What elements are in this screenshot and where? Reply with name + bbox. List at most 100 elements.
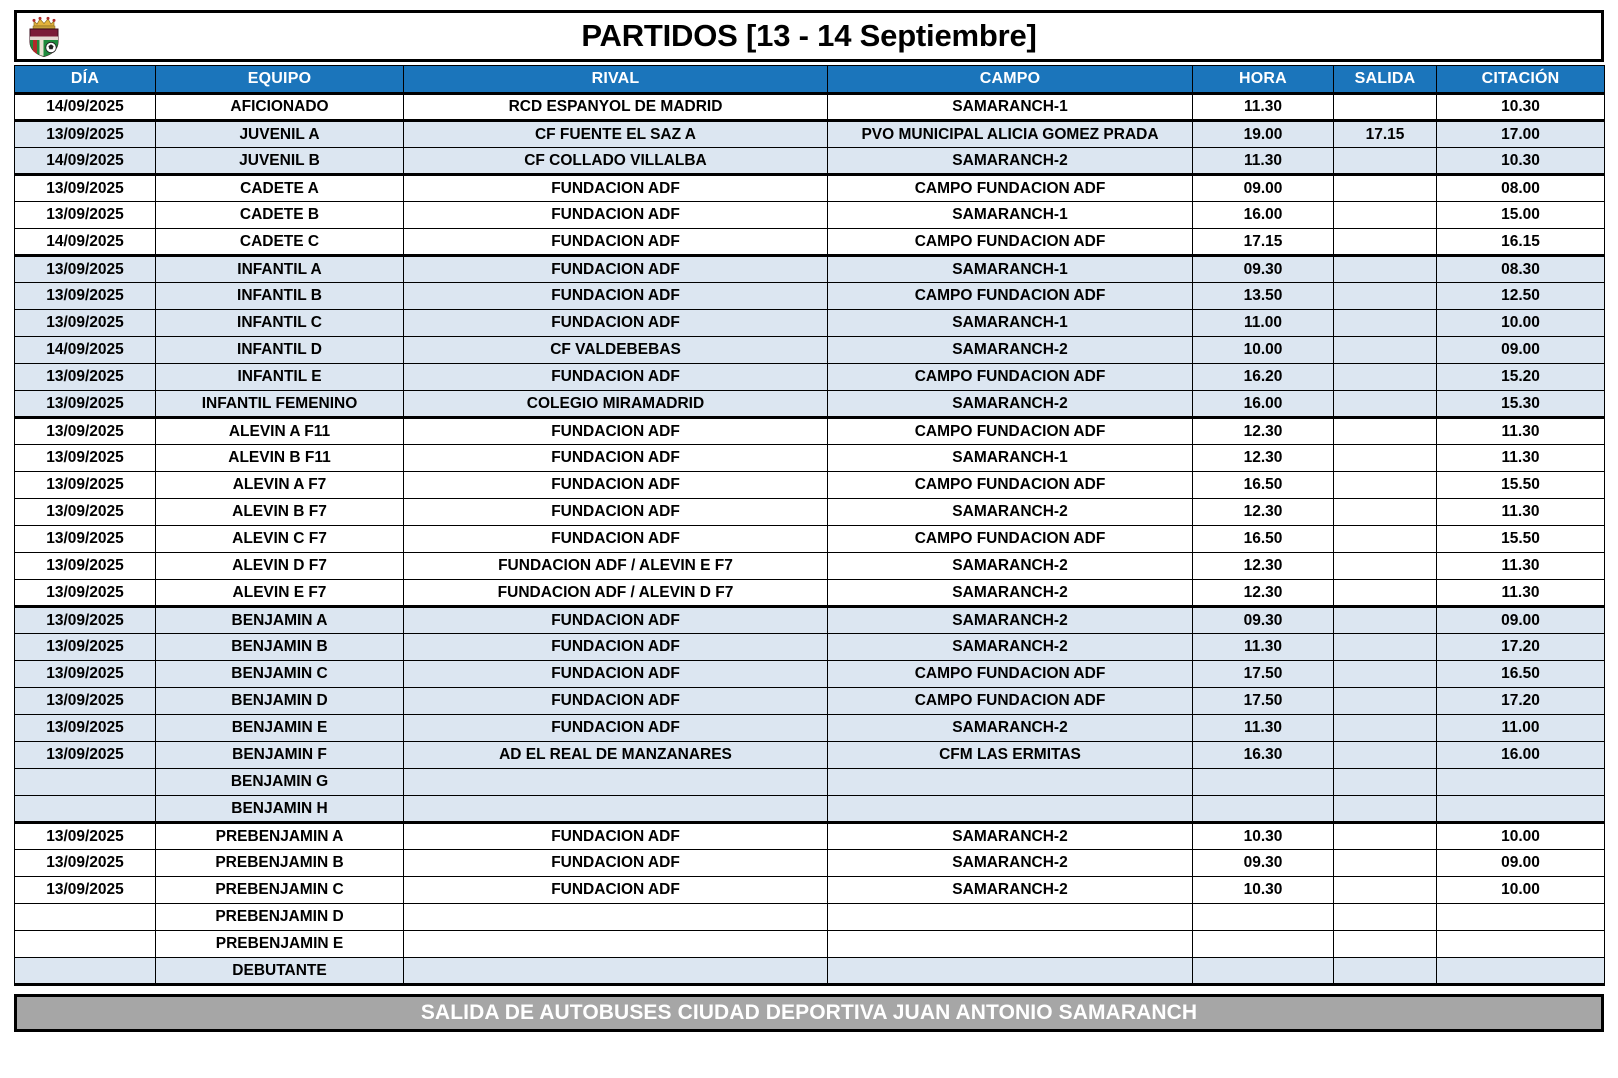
cell-salida [1333,147,1437,175]
cell-salida [1333,795,1437,823]
cell-dia: 14/09/2025 [14,92,156,121]
cell-citacion: 15.30 [1436,390,1605,418]
cell-hora [1192,903,1334,931]
table-row: 13/09/2025 BENJAMIN F AD EL REAL DE MANZAN… [14,741,1605,769]
cell-citacion: 10.30 [1436,147,1605,175]
cell-dia: 13/09/2025 [14,173,156,202]
cell-equipo: BENJAMIN C [155,660,404,688]
cell-campo [827,768,1193,796]
col-header-equipo[interactable]: EQUIPO [155,65,404,94]
table-row: 13/09/2025 ALEVIN C F7 FUNDACION ADF CAMPO … [14,525,1605,553]
cell-equipo: ALEVIN B F7 [155,498,404,526]
cell-rival: FUNDACION ADF [403,309,828,337]
col-header-rival[interactable]: RIVAL [403,65,828,94]
col-header-dia[interactable]: DÍA [14,65,156,94]
cell-rival: FUNDACION ADF / ALEVIN E F7 [403,552,828,580]
table-body: 14/09/2025 AFICIONADO RCD ESPANYOL DE MADR… [14,92,1605,986]
cell-salida [1333,714,1437,742]
table-row: 13/09/2025 ALEVIN A F7 FUNDACION ADF CAMPO … [14,471,1605,499]
cell-equipo: INFANTIL D [155,336,404,364]
cell-hora: 16.00 [1192,390,1334,418]
table-row: 13/09/2025 ALEVIN D F7 FUNDACION ADF / ALE… [14,552,1605,580]
cell-rival: CF FUENTE EL SAZ A [403,119,828,148]
cell-equipo: ALEVIN D F7 [155,552,404,580]
cell-salida [1333,309,1437,337]
cell-salida [1333,92,1437,121]
cell-equipo: BENJAMIN A [155,605,404,634]
cell-hora: 17.50 [1192,687,1334,715]
cell-salida [1333,741,1437,769]
cell-salida [1333,930,1437,958]
table-row: 13/09/2025 INFANTIL E FUNDACION ADF CAMPO F… [14,363,1605,391]
cell-hora: 12.30 [1192,579,1334,607]
col-header-hora[interactable]: HORA [1192,65,1334,94]
col-header-salida[interactable]: SALIDA [1333,65,1437,94]
cell-citacion: 16.15 [1436,228,1605,256]
col-header-citacion[interactable]: CITACIÓN [1436,65,1605,94]
cell-campo: CAMPO FUNDACION ADF [827,416,1193,445]
cell-dia: 13/09/2025 [14,552,156,580]
cell-campo: CFM LAS ERMITAS [827,741,1193,769]
cell-hora: 10.30 [1192,821,1334,850]
cell-rival: FUNDACION ADF [403,201,828,229]
cell-campo: SAMARANCH-1 [827,92,1193,121]
table-row: 13/09/2025 BENJAMIN D FUNDACION ADF CAMPO F… [14,687,1605,715]
cell-dia: 13/09/2025 [14,119,156,148]
cell-hora: 17.50 [1192,660,1334,688]
cell-campo: SAMARANCH-1 [827,309,1193,337]
cell-dia: 14/09/2025 [14,336,156,364]
cell-dia [14,768,156,796]
cell-hora: 12.30 [1192,416,1334,445]
col-header-campo[interactable]: CAMPO [827,65,1193,94]
cell-rival: FUNDACION ADF [403,633,828,661]
table-row: 13/09/2025 BENJAMIN E FUNDACION ADF SAMARAN… [14,714,1605,742]
cell-dia: 13/09/2025 [14,471,156,499]
cell-hora: 16.50 [1192,525,1334,553]
table-row: 14/09/2025 CADETE C FUNDACION ADF CAMPO FUN… [14,228,1605,256]
cell-hora: 12.30 [1192,552,1334,580]
cell-salida [1333,633,1437,661]
cell-hora: 09.30 [1192,254,1334,283]
cell-equipo: ALEVIN B F11 [155,444,404,472]
cell-citacion: 15.50 [1436,471,1605,499]
cell-equipo: JUVENIL B [155,147,404,175]
cell-equipo: INFANTIL FEMENINO [155,390,404,418]
bus-departure-banner: SALIDA DE AUTOBUSES CIUDAD DEPORTIVA JUA… [14,994,1604,1032]
table-row: 13/09/2025 PREBENJAMIN B FUNDACION ADF SAMA… [14,849,1605,877]
cell-salida [1333,228,1437,256]
cell-campo [827,957,1193,986]
cell-salida [1333,579,1437,607]
table-row: 13/09/2025 BENJAMIN A FUNDACION ADF SAMARAN… [14,605,1605,634]
cell-equipo: BENJAMIN D [155,687,404,715]
cell-salida [1333,416,1437,445]
cell-rival: FUNDACION ADF [403,363,828,391]
cell-hora: 16.00 [1192,201,1334,229]
table-row: 13/09/2025 INFANTIL A FUNDACION ADF SAMARAN… [14,254,1605,283]
table-row: 13/09/2025 BENJAMIN C FUNDACION ADF CAMPO F… [14,660,1605,688]
cell-dia: 13/09/2025 [14,254,156,283]
cell-rival: FUNDACION ADF [403,471,828,499]
cell-salida [1333,605,1437,634]
cell-equipo: PREBENJAMIN A [155,821,404,850]
cell-campo: SAMARANCH-2 [827,849,1193,877]
cell-salida [1333,444,1437,472]
cell-citacion [1436,768,1605,796]
cell-citacion: 17.20 [1436,633,1605,661]
cell-citacion [1436,795,1605,823]
cell-campo: SAMARANCH-2 [827,498,1193,526]
cell-equipo: BENJAMIN E [155,714,404,742]
cell-citacion: 11.30 [1436,552,1605,580]
cell-rival [403,957,828,986]
cell-citacion: 11.30 [1436,444,1605,472]
cell-rival: CF COLLADO VILLALBA [403,147,828,175]
cell-hora: 19.00 [1192,119,1334,148]
cell-rival: FUNDACION ADF [403,444,828,472]
cell-dia: 13/09/2025 [14,416,156,445]
cell-rival: COLEGIO MIRAMADRID [403,390,828,418]
cell-rival: FUNDACION ADF [403,498,828,526]
cell-campo: CAMPO FUNDACION ADF [827,228,1193,256]
cell-rival [403,930,828,958]
cell-equipo: CADETE A [155,173,404,202]
cell-dia: 13/09/2025 [14,282,156,310]
table-row: 13/09/2025 ALEVIN B F7 FUNDACION ADF SAMARA… [14,498,1605,526]
